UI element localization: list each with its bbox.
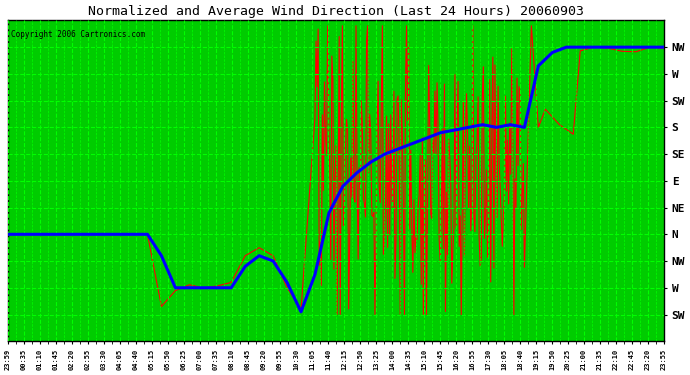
Title: Normalized and Average Wind Direction (Last 24 Hours) 20060903: Normalized and Average Wind Direction (L…: [88, 5, 584, 18]
Text: Copyright 2006 Cartronics.com: Copyright 2006 Cartronics.com: [11, 30, 146, 39]
